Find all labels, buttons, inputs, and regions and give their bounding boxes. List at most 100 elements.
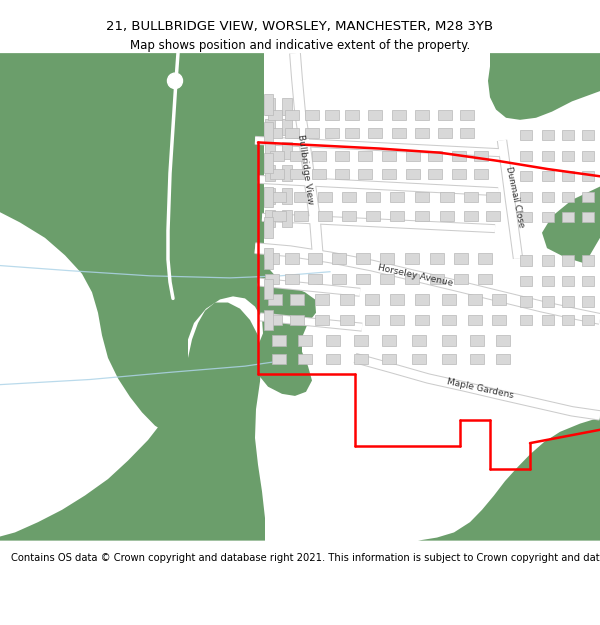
Polygon shape [312,169,326,179]
Polygon shape [285,109,299,120]
Polygon shape [562,255,574,266]
Polygon shape [264,152,273,173]
Polygon shape [520,192,532,202]
Polygon shape [265,188,275,204]
Polygon shape [562,315,574,325]
Polygon shape [335,169,349,179]
Polygon shape [415,211,429,221]
Polygon shape [562,276,574,286]
Polygon shape [264,186,273,207]
Polygon shape [428,169,442,179]
Polygon shape [412,354,426,364]
Polygon shape [582,315,594,325]
Polygon shape [454,253,468,264]
Polygon shape [470,354,484,364]
Polygon shape [542,255,554,266]
Polygon shape [562,130,574,141]
Polygon shape [415,294,429,304]
Polygon shape [496,354,510,364]
Polygon shape [268,315,282,325]
Polygon shape [430,274,444,284]
Polygon shape [270,151,284,161]
Polygon shape [312,151,326,161]
Polygon shape [442,315,456,325]
Polygon shape [264,217,273,238]
Polygon shape [542,171,554,181]
Polygon shape [290,151,304,161]
Text: Horseley Avenue: Horseley Avenue [377,264,454,288]
Polygon shape [405,253,419,264]
Polygon shape [342,192,356,202]
Polygon shape [368,109,382,120]
Polygon shape [486,192,500,202]
Polygon shape [264,279,273,299]
Polygon shape [326,336,340,346]
Polygon shape [382,169,396,179]
Polygon shape [368,128,382,138]
Polygon shape [442,294,456,304]
Polygon shape [562,213,574,222]
Polygon shape [358,151,372,161]
Polygon shape [486,211,500,221]
Polygon shape [542,213,554,222]
Polygon shape [264,94,273,115]
Polygon shape [474,169,488,179]
Polygon shape [315,315,329,325]
Polygon shape [520,315,532,325]
Polygon shape [282,210,292,227]
Text: Dunmail Close: Dunmail Close [504,166,526,228]
Polygon shape [582,276,594,286]
Polygon shape [474,151,488,161]
Polygon shape [365,294,379,304]
Polygon shape [272,354,286,364]
Text: Maple Gardens: Maple Gardens [446,378,514,400]
Polygon shape [406,169,420,179]
Polygon shape [265,274,279,284]
Polygon shape [520,255,532,266]
Polygon shape [272,192,286,202]
Polygon shape [264,310,273,330]
Polygon shape [298,354,312,364]
Polygon shape [562,171,574,181]
Polygon shape [430,253,444,264]
Polygon shape [520,213,532,222]
Polygon shape [438,128,452,138]
Polygon shape [392,128,406,138]
Polygon shape [440,211,454,221]
Polygon shape [562,296,574,307]
Polygon shape [582,171,594,181]
Polygon shape [268,109,282,120]
Polygon shape [428,151,442,161]
Polygon shape [542,276,554,286]
Polygon shape [325,128,339,138]
Polygon shape [268,128,282,138]
Polygon shape [390,315,404,325]
Polygon shape [282,142,292,159]
Polygon shape [520,276,532,286]
Polygon shape [412,336,426,346]
Polygon shape [290,294,304,304]
Polygon shape [340,294,354,304]
Polygon shape [415,128,429,138]
Polygon shape [496,336,510,346]
Polygon shape [358,169,372,179]
Polygon shape [440,192,454,202]
Polygon shape [562,151,574,161]
Polygon shape [265,98,275,115]
Polygon shape [478,253,492,264]
Text: 21, BULLBRIDGE VIEW, WORSLEY, MANCHESTER, M28 3YB: 21, BULLBRIDGE VIEW, WORSLEY, MANCHESTER… [106,20,494,32]
Polygon shape [272,336,286,346]
Polygon shape [405,274,419,284]
Polygon shape [335,151,349,161]
Polygon shape [492,294,506,304]
Polygon shape [354,336,368,346]
Text: Map shows position and indicative extent of the property.: Map shows position and indicative extent… [130,39,470,51]
Polygon shape [415,192,429,202]
Polygon shape [340,315,354,325]
Circle shape [167,73,182,89]
Polygon shape [326,354,340,364]
Polygon shape [582,296,594,307]
Polygon shape [356,253,370,264]
Polygon shape [270,169,284,179]
Polygon shape [345,128,359,138]
